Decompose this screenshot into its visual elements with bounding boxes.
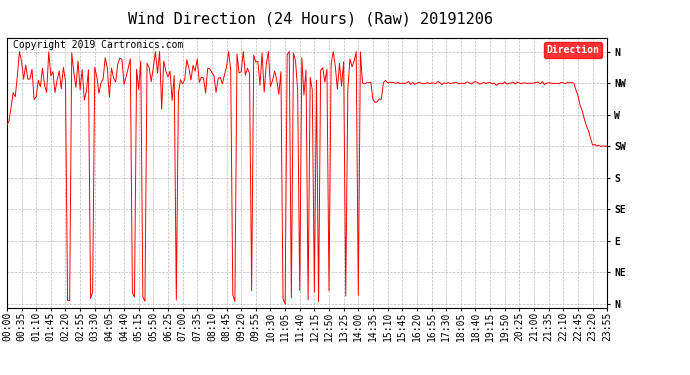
- Legend: Direction: Direction: [544, 42, 602, 58]
- Text: Wind Direction (24 Hours) (Raw) 20191206: Wind Direction (24 Hours) (Raw) 20191206: [128, 11, 493, 26]
- Text: Copyright 2019 Cartronics.com: Copyright 2019 Cartronics.com: [13, 40, 184, 50]
